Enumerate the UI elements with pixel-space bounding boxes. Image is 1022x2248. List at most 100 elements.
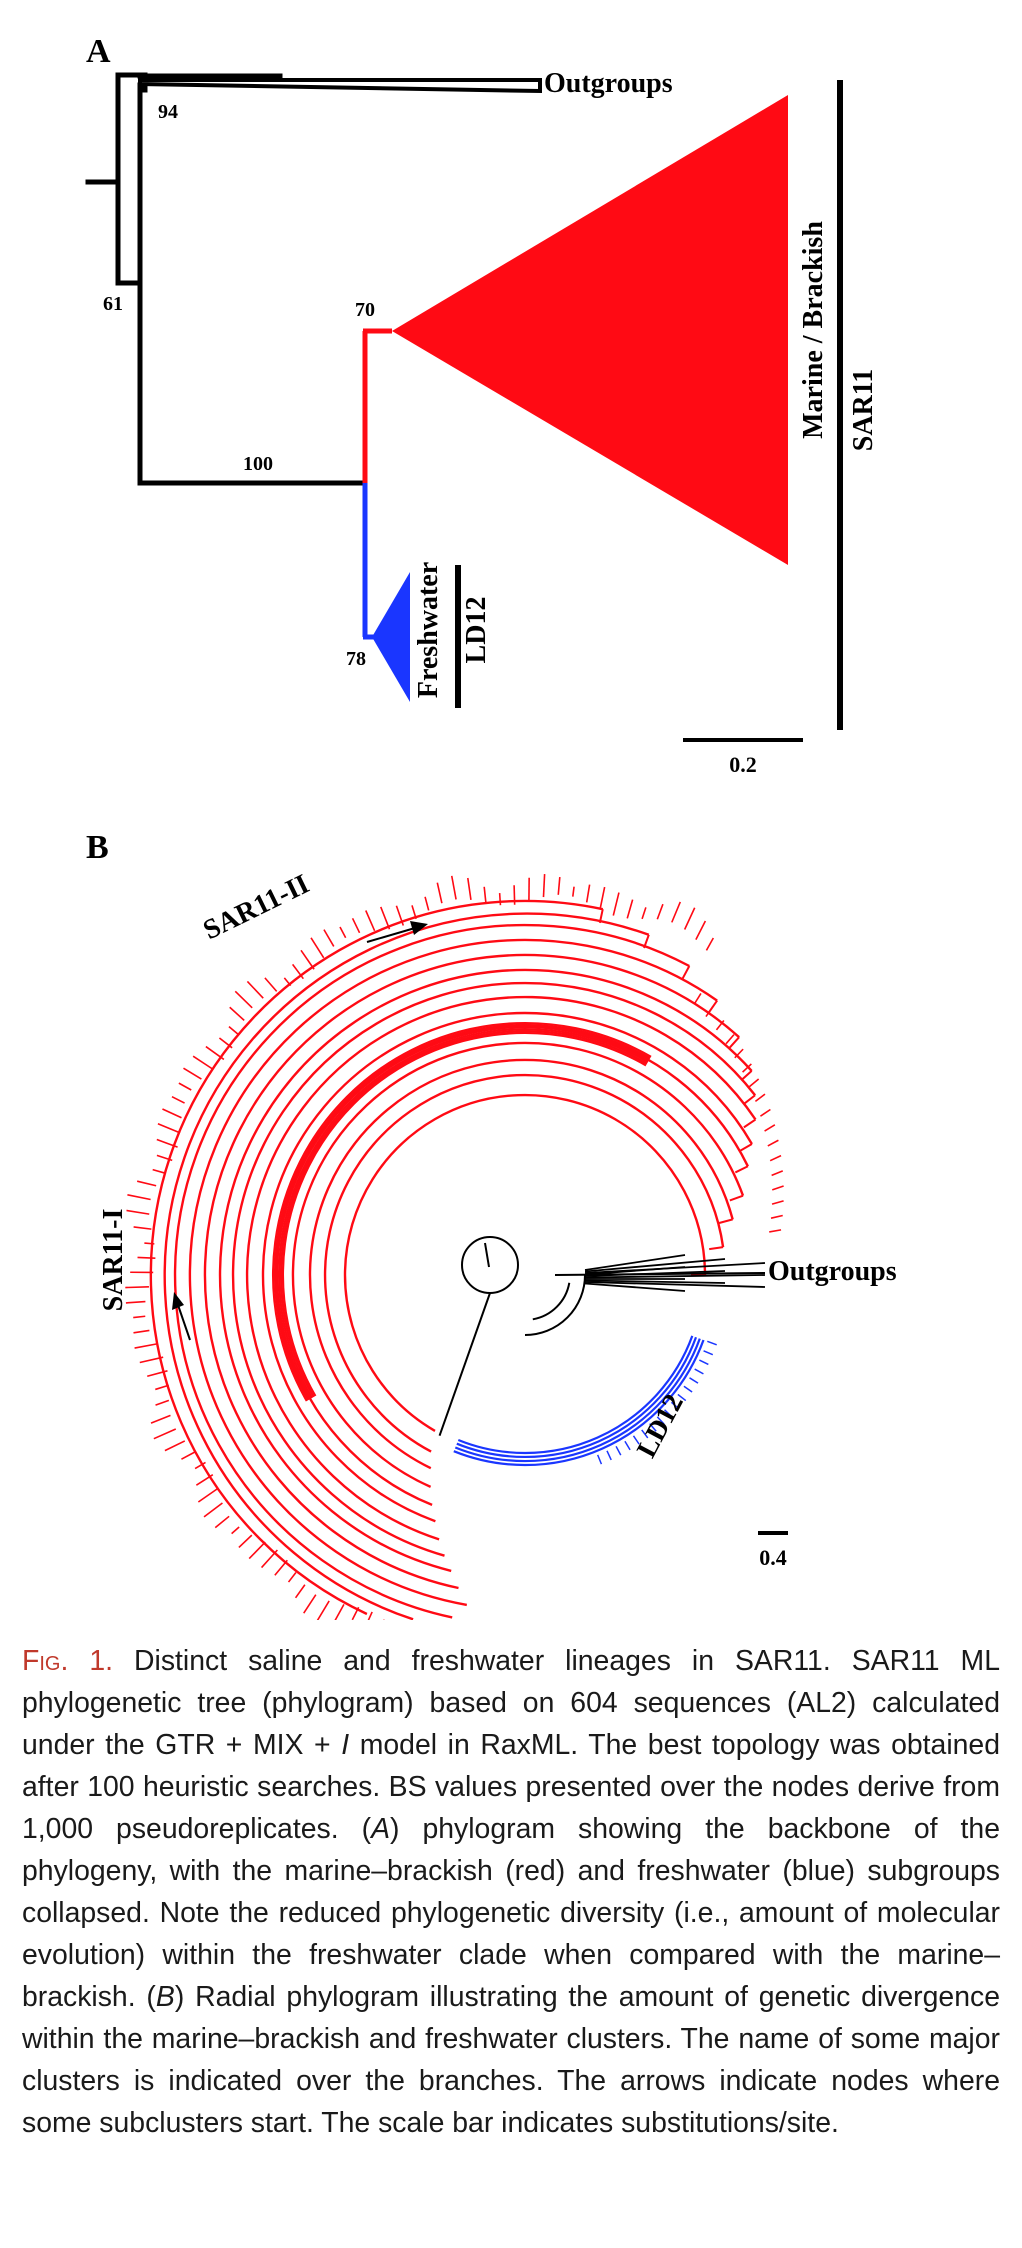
marine-tip (424, 896, 430, 911)
ld12-tip (670, 1401, 680, 1410)
marine-tip (194, 1461, 206, 1470)
marine-arc (163, 912, 650, 1620)
marine-tip (380, 906, 391, 930)
marine-arc (261, 1011, 753, 1523)
marine-brackish-label: Marine / Brackish (798, 221, 829, 439)
marine-connector (681, 965, 691, 979)
ld12-tip (689, 1377, 699, 1384)
caption-label: Fig. 1. (22, 1645, 114, 1677)
marine-tip (133, 1226, 152, 1230)
marine-tip (195, 1473, 214, 1486)
marine-tip (351, 1606, 360, 1620)
marine-connector (643, 934, 650, 949)
marine-tip (139, 1356, 164, 1364)
outgroup-branch (584, 1258, 726, 1273)
marine-tip (294, 1584, 306, 1599)
panel-a-backbone (85, 72, 368, 486)
caption-text-3: ) phylogram showing the backbone of the … (22, 1813, 1000, 2013)
backbone-arc (524, 1274, 586, 1336)
ld12-tip (641, 1429, 649, 1439)
outgroups-label-b: Outgroups (768, 1256, 897, 1287)
freshwater-label: Freshwater (413, 562, 444, 698)
marine-tip (137, 1256, 156, 1260)
marine-tip (695, 920, 707, 940)
marine-tip (192, 1055, 214, 1071)
scale-bar-a-label: 0.2 (729, 752, 757, 777)
marine-tip (771, 1200, 784, 1205)
ld12-tip (606, 1450, 612, 1461)
marine-tip (641, 907, 647, 920)
marine-tip (287, 1571, 297, 1583)
marine-tip (133, 1315, 146, 1319)
caption-italic-i: I (341, 1729, 350, 1761)
marine-tip (171, 1095, 185, 1104)
marine-tip (770, 1214, 783, 1219)
subcluster-arrow-sar11-ii (366, 921, 428, 943)
marine-tip (351, 917, 361, 934)
outgroup-branch (584, 1274, 766, 1279)
marine-tip (767, 1139, 779, 1147)
marine-arc (343, 1093, 707, 1432)
outgroup-branch (584, 1282, 686, 1292)
freshwater-clade (362, 483, 410, 702)
root-tick (484, 1242, 490, 1268)
marine-arc (203, 953, 740, 1590)
panel-b-letter: B (86, 829, 109, 866)
marine-arc (231, 981, 757, 1557)
marine-connector (718, 1218, 733, 1224)
marine-connector (734, 1165, 749, 1174)
marine-tip (748, 1078, 760, 1088)
marine-arc (291, 1041, 745, 1488)
ld12-tip (632, 1435, 640, 1445)
outgroup-branch (584, 1281, 766, 1288)
sar11-label: SAR11 (848, 369, 879, 451)
marine-tip (585, 884, 591, 903)
marine-arc (149, 899, 604, 1616)
marine-tip (498, 893, 502, 906)
ld12-tip (649, 1423, 657, 1432)
marine-tip (133, 1329, 150, 1334)
ld12-tip (624, 1440, 631, 1451)
marine-tip (248, 1541, 266, 1560)
ld12-arc (456, 1336, 698, 1459)
panel-a: A 94 61 70 (85, 33, 879, 777)
outgroups-wedge (138, 78, 542, 94)
marine-dense-arc (279, 1029, 648, 1398)
marine-tip (771, 1185, 784, 1191)
figure-caption: Fig. 1. Distinct saline and freshwater l… (22, 1640, 1000, 2144)
marine-tip (126, 1209, 150, 1215)
marine-tip (155, 1399, 170, 1406)
marine-connector (709, 1246, 724, 1251)
caption-italic-a: A (371, 1813, 390, 1845)
marine-tip (769, 1154, 782, 1162)
marine-tip (152, 1168, 165, 1174)
outgroup-branch (584, 1266, 686, 1276)
marine-tip (214, 1515, 230, 1529)
marine-tip (671, 901, 682, 923)
root-circle (461, 1236, 519, 1294)
marine-connector (743, 1094, 756, 1105)
marine-dense-arc (273, 1023, 651, 1401)
scale-bar-b-label: 0.4 (759, 1545, 787, 1570)
marine-tip (181, 1450, 196, 1460)
marine-tip (136, 1180, 157, 1187)
marine-tip (310, 937, 325, 959)
bs-78: 78 (346, 648, 366, 670)
backbone-branch (438, 1292, 491, 1437)
marine-tip (365, 910, 376, 932)
ld12-label-a: LD12 (461, 597, 492, 664)
marine-tip (197, 1487, 219, 1503)
marine-tip (238, 1534, 253, 1549)
marine-tip (156, 1138, 178, 1148)
marine-tip (153, 1428, 177, 1440)
ld12-tip (615, 1445, 622, 1456)
marine-tip (229, 1006, 245, 1021)
marine-tip (156, 1154, 173, 1162)
marine-tip (599, 886, 606, 910)
marine-tip (715, 1019, 725, 1031)
marine-tip (125, 1286, 149, 1289)
marine-arc (188, 938, 718, 1607)
sar11-i-label: SAR11-I (98, 1209, 129, 1312)
marine-tip (683, 907, 696, 930)
marine-tip (228, 1025, 239, 1035)
